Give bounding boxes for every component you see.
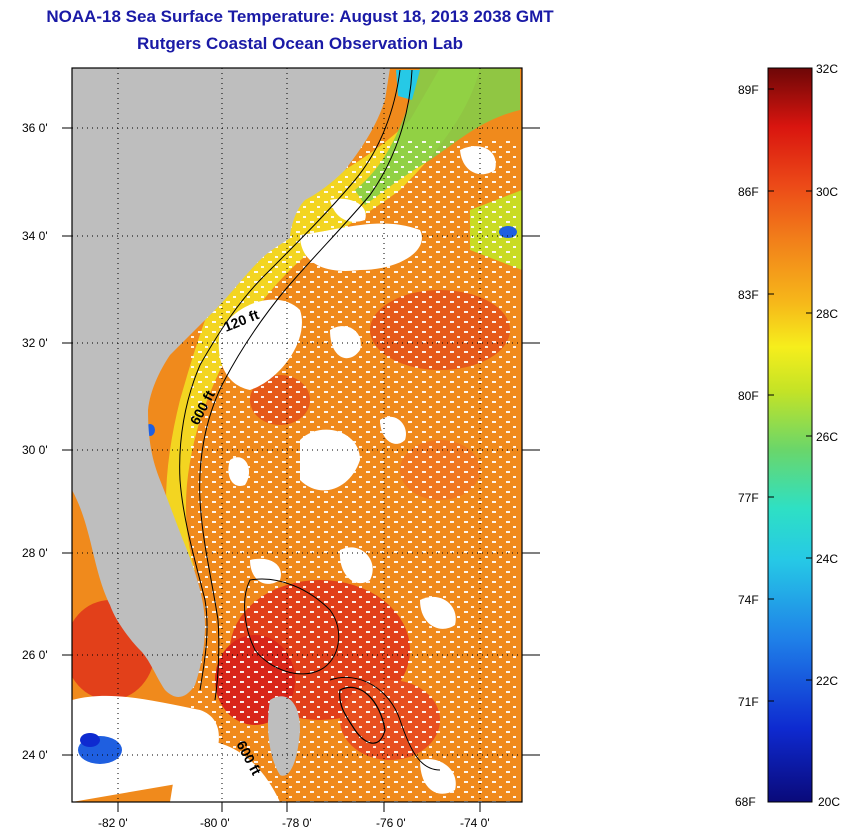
lon-label: -78 0' [282, 816, 312, 830]
land-florida-southeast-us [72, 68, 390, 697]
bahamas-bank-outline [339, 686, 386, 744]
map-subtitle: Rutgers Coastal Ocean Observation Lab [137, 34, 463, 53]
latitude-labels: 36 0' 34 0' 32 0' 30 0' 28 0' 26 0' 24 0… [22, 121, 48, 762]
map-panel [72, 68, 522, 802]
colorbar-f-label: 77F [738, 491, 759, 505]
lat-label: 32 0' [22, 336, 48, 350]
lon-label: -80 0' [200, 816, 230, 830]
colorbar-f-label: 80F [738, 389, 759, 403]
map-frame [71, 67, 523, 803]
longitude-labels: -82 0' -80 0' -78 0' -76 0' -74 0' [98, 816, 490, 830]
cold-coastal-water [396, 70, 420, 100]
lat-label: 26 0' [22, 648, 48, 662]
cold-spots [78, 226, 517, 764]
colorbar-c-label: 24C [816, 552, 838, 566]
graticule [72, 68, 522, 802]
colorbar-c-label: 22C [816, 674, 838, 688]
colorbar-gradient [767, 67, 813, 803]
land-bahamas-andros [268, 696, 300, 776]
colorbar-f-label: 83F [738, 288, 759, 302]
map-title: NOAA-18 Sea Surface Temperature: August … [46, 7, 554, 26]
colorbar: 89F 86F 83F 80F 77F 74F 71F 68F 32C 30C … [735, 62, 840, 809]
lat-label: 28 0' [22, 546, 48, 560]
axis-ticks [62, 127, 540, 812]
colorbar-f-label: 86F [738, 185, 759, 199]
colorbar-c-label: 32C [816, 62, 838, 76]
lon-label: -76 0' [376, 816, 406, 830]
colorbar-c-label: 26C [816, 430, 838, 444]
lat-label: 34 0' [22, 229, 48, 243]
lat-label: 24 0' [22, 748, 48, 762]
colorbar-f-label: 68F [735, 795, 756, 809]
colorbar-f-label: 71F [738, 695, 759, 709]
lon-label: -74 0' [460, 816, 490, 830]
colorbar-c-label: 20C [818, 795, 840, 809]
colorbar-ticks [768, 88, 812, 702]
colorbar-c-label: 28C [816, 307, 838, 321]
bathymetry-contours [179, 69, 441, 771]
lon-label: -82 0' [98, 816, 128, 830]
lat-label: 36 0' [22, 121, 48, 135]
colorbar-f-label: 89F [738, 83, 759, 97]
colorbar-f-label: 74F [738, 593, 759, 607]
colorbar-c-label: 30C [816, 185, 838, 199]
lat-label: 30 0' [22, 443, 48, 457]
